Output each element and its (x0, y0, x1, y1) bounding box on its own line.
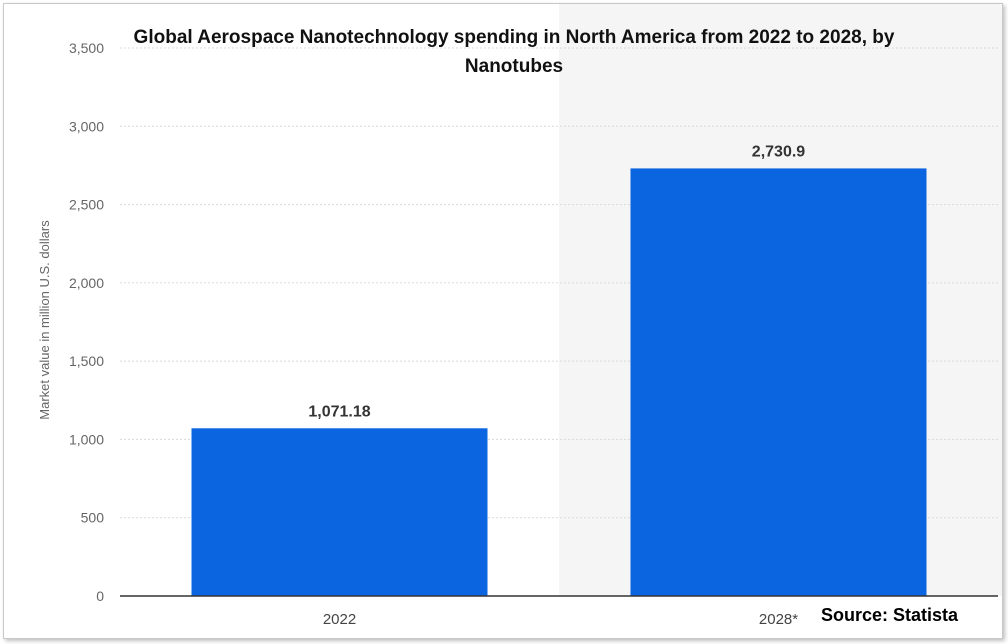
y-tick-label: 1,000 (69, 431, 104, 447)
chart-title: Global Aerospace Nanotechnology spending… (133, 27, 895, 77)
y-tick-label: 500 (81, 510, 105, 526)
bar (630, 168, 927, 597)
y-tick-label: 0 (96, 588, 104, 604)
y-tick-label: 2,500 (69, 197, 104, 213)
bar-chart: 0 500 1,000 1,500 2,000 2,500 3,000 3,500 1,071.… (37, 4, 1002, 628)
y-tick-label: 3,000 (69, 118, 104, 134)
data-label: 2,730.9 (752, 143, 805, 160)
y-axis-label: Market value in million U.S. dollars (37, 220, 52, 420)
bar (191, 428, 488, 596)
chart-frame: 0 500 1,000 1,500 2,000 2,500 3,000 3,500 1,071.… (3, 3, 1003, 639)
data-label: 1,071.18 (308, 403, 370, 420)
y-tick-label: 2,000 (69, 275, 104, 291)
x-tick-label: 2028* (759, 611, 798, 628)
y-tick-label: 1,500 (69, 353, 104, 369)
source-label: Source: Statista (820, 605, 958, 625)
x-tick-label: 2022 (323, 611, 356, 628)
y-tick-label: 3,500 (69, 40, 104, 56)
